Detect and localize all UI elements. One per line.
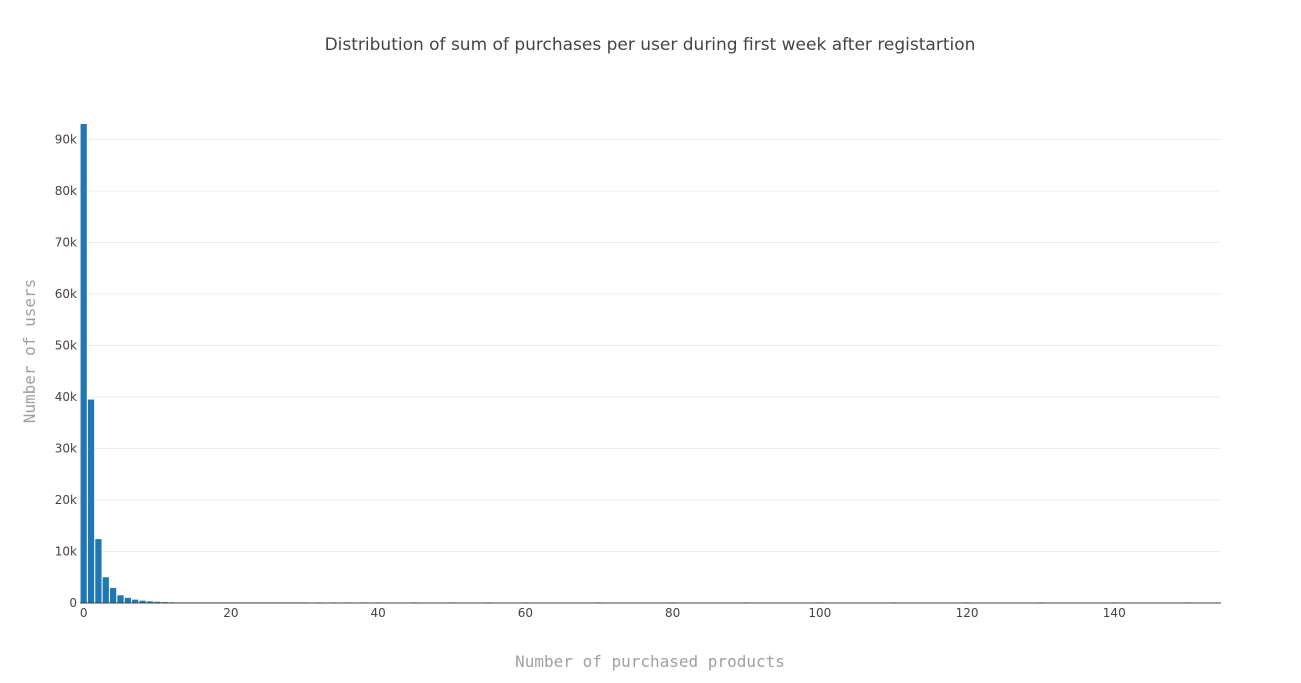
histogram-bar[interactable] — [146, 601, 154, 603]
x-tick-labels: 0 20 40 60 80 100 120 140 — [80, 606, 1126, 620]
histogram-bar[interactable] — [124, 597, 131, 603]
x-tick-label: 80 — [665, 606, 680, 620]
y-tick-label: 30k — [55, 441, 77, 455]
y-tick-label: 50k — [55, 338, 77, 352]
y-tick-label: 70k — [55, 235, 77, 249]
histogram-bar[interactable] — [95, 539, 102, 603]
y-tick-labels: 0 10k 20k 30k 40k 50k 60k 70k 80k 90k — [55, 132, 77, 610]
x-tick-label: 0 — [80, 606, 88, 620]
y-tick-label: 10k — [55, 544, 77, 558]
histogram-bar[interactable] — [87, 399, 95, 603]
bars — [80, 124, 1192, 603]
histogram-bar[interactable] — [132, 599, 139, 603]
histogram-bar[interactable] — [139, 600, 146, 603]
x-tick-label: 40 — [370, 606, 385, 620]
chart-title: Distribution of sum of purchases per use… — [325, 35, 976, 55]
histogram-bar[interactable] — [117, 595, 124, 603]
x-axis-title: Number of purchased products — [515, 652, 785, 671]
histogram-bar[interactable] — [80, 124, 87, 603]
y-tick-label: 20k — [55, 493, 77, 507]
histogram-bar[interactable] — [154, 601, 161, 603]
y-tick-label: 60k — [55, 287, 77, 301]
x-tick-label: 60 — [518, 606, 533, 620]
x-tick-label: 20 — [223, 606, 238, 620]
y-tick-label: 40k — [55, 390, 77, 404]
y-tick-label: 90k — [55, 132, 77, 146]
y-axis-title: Number of users — [20, 279, 39, 424]
y-tick-label: 0 — [69, 596, 77, 610]
y-tick-label: 80k — [55, 184, 77, 198]
histogram-bar[interactable] — [109, 588, 117, 603]
x-tick-label: 120 — [956, 606, 979, 620]
histogram-bar[interactable] — [102, 577, 109, 603]
grid-lines — [80, 138, 1221, 552]
x-tick-label: 100 — [808, 606, 831, 620]
x-tick-label: 140 — [1103, 606, 1126, 620]
